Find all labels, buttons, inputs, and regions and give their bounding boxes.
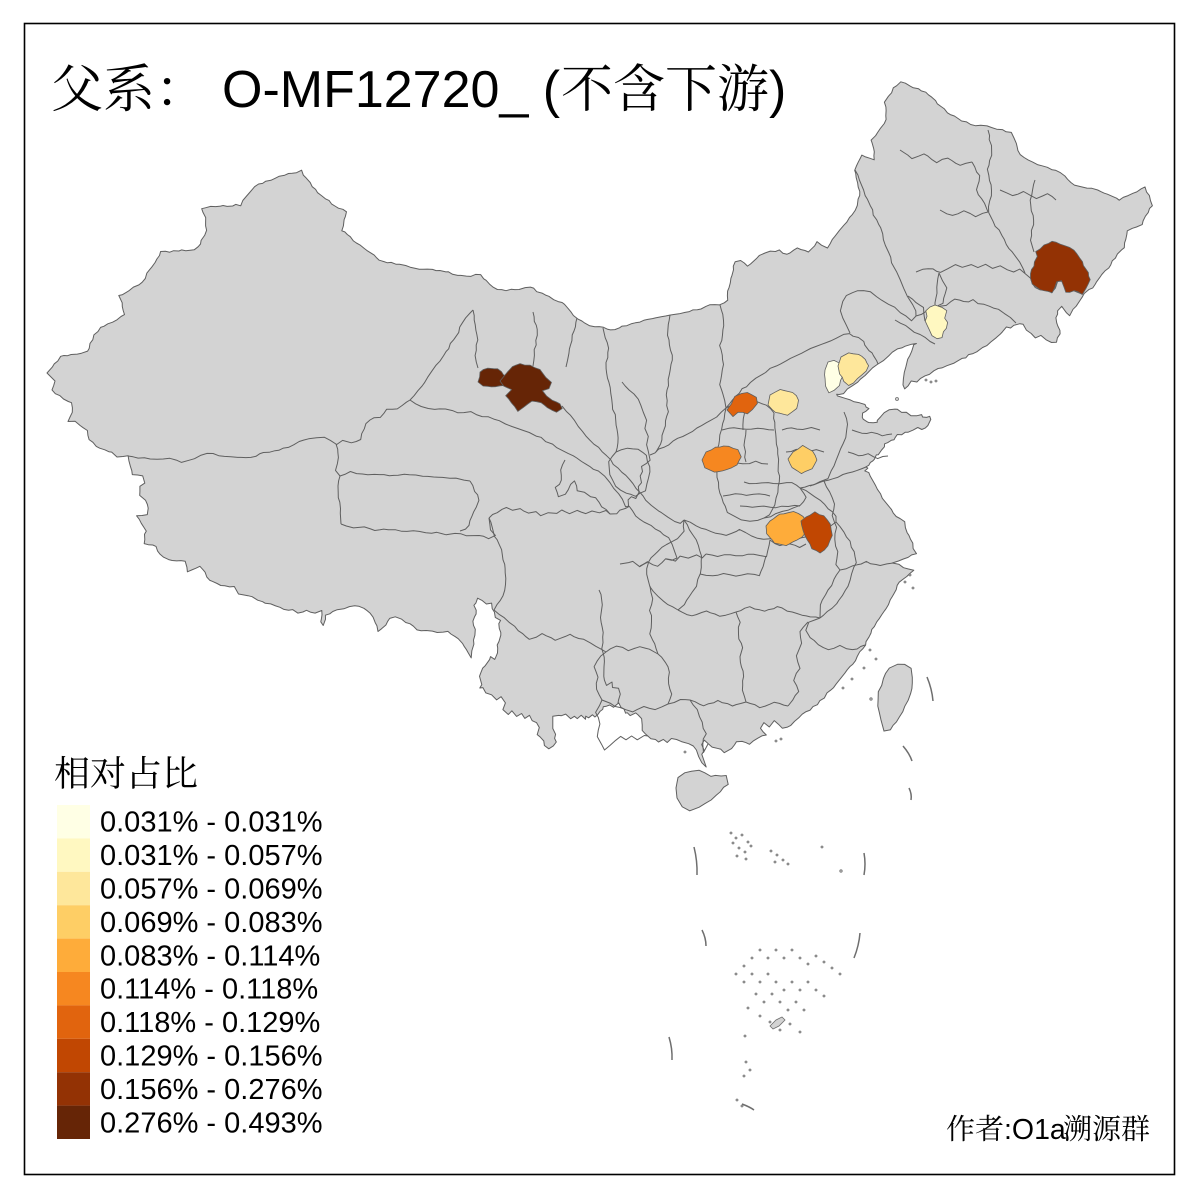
svg-text:0.118% - 0.129%: 0.118% - 0.129% — [100, 1007, 320, 1039]
svg-text:0.276% - 0.493%: 0.276% - 0.493% — [100, 1107, 322, 1139]
svg-text:0.031% - 0.057%: 0.031% - 0.057% — [100, 840, 322, 872]
svg-text:0.114% - 0.118%: 0.114% - 0.118% — [100, 974, 318, 1006]
svg-text:O-MF12720_ (: O-MF12720_ ( — [222, 61, 561, 119]
svg-text:0.083% - 0.114%: 0.083% - 0.114% — [100, 940, 320, 972]
svg-text:0.057% - 0.069%: 0.057% - 0.069% — [100, 874, 322, 906]
svg-text:0.069% - 0.083%: 0.069% - 0.083% — [100, 907, 322, 939]
svg-text:): ) — [769, 61, 786, 119]
svg-text:0.156% - 0.276%: 0.156% - 0.276% — [100, 1074, 322, 1106]
svg-text:0.031% - 0.031%: 0.031% - 0.031% — [100, 807, 322, 839]
svg-text::O1a: :O1a — [1004, 1114, 1066, 1146]
svg-text:0.129% - 0.156%: 0.129% - 0.156% — [100, 1041, 322, 1073]
